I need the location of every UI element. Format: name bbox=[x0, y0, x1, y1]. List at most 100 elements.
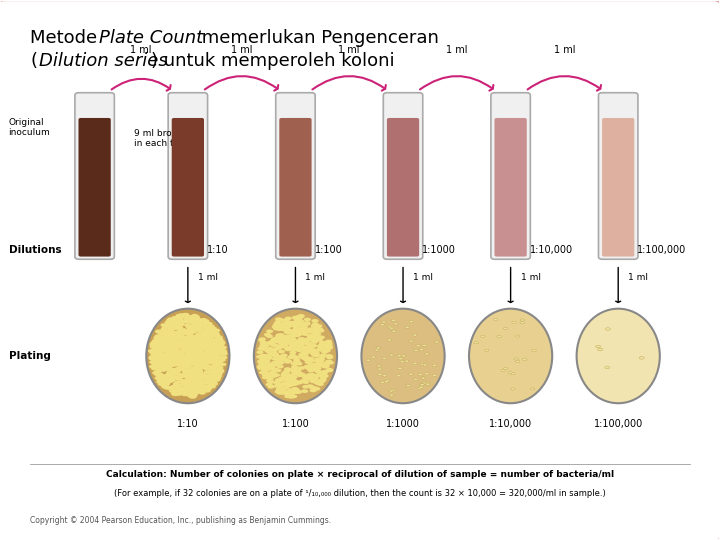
Ellipse shape bbox=[497, 335, 501, 338]
Ellipse shape bbox=[214, 376, 221, 380]
Ellipse shape bbox=[153, 362, 160, 366]
Ellipse shape bbox=[384, 381, 389, 383]
Ellipse shape bbox=[512, 321, 516, 323]
Ellipse shape bbox=[204, 338, 212, 342]
Ellipse shape bbox=[181, 359, 189, 363]
Ellipse shape bbox=[191, 382, 198, 386]
Ellipse shape bbox=[184, 337, 192, 341]
Ellipse shape bbox=[192, 392, 199, 395]
Ellipse shape bbox=[297, 340, 304, 344]
Ellipse shape bbox=[318, 355, 325, 359]
Ellipse shape bbox=[154, 372, 161, 376]
Ellipse shape bbox=[156, 337, 163, 341]
Ellipse shape bbox=[185, 357, 192, 361]
Ellipse shape bbox=[181, 349, 188, 353]
Ellipse shape bbox=[203, 386, 210, 389]
Ellipse shape bbox=[149, 357, 156, 361]
Ellipse shape bbox=[304, 329, 311, 333]
Ellipse shape bbox=[278, 343, 285, 347]
Ellipse shape bbox=[293, 389, 300, 393]
Ellipse shape bbox=[194, 326, 202, 329]
Ellipse shape bbox=[288, 388, 295, 392]
Ellipse shape bbox=[405, 360, 409, 362]
Ellipse shape bbox=[188, 338, 195, 342]
Ellipse shape bbox=[302, 332, 309, 336]
Ellipse shape bbox=[159, 332, 166, 336]
Ellipse shape bbox=[418, 387, 422, 389]
Ellipse shape bbox=[176, 352, 184, 356]
Ellipse shape bbox=[172, 371, 179, 375]
Ellipse shape bbox=[283, 382, 290, 386]
Ellipse shape bbox=[220, 350, 227, 354]
Ellipse shape bbox=[180, 354, 187, 358]
Ellipse shape bbox=[186, 315, 194, 319]
Ellipse shape bbox=[169, 360, 176, 363]
Ellipse shape bbox=[181, 353, 188, 357]
Ellipse shape bbox=[413, 334, 417, 336]
Ellipse shape bbox=[196, 369, 203, 373]
Ellipse shape bbox=[157, 361, 164, 365]
Ellipse shape bbox=[199, 320, 206, 324]
Ellipse shape bbox=[168, 334, 176, 338]
Ellipse shape bbox=[206, 339, 213, 343]
Ellipse shape bbox=[178, 335, 185, 339]
Ellipse shape bbox=[153, 343, 161, 347]
Ellipse shape bbox=[169, 330, 176, 334]
Ellipse shape bbox=[217, 344, 225, 348]
Ellipse shape bbox=[204, 385, 211, 389]
Ellipse shape bbox=[194, 367, 202, 370]
Ellipse shape bbox=[390, 394, 394, 396]
Ellipse shape bbox=[501, 369, 505, 372]
Ellipse shape bbox=[192, 383, 199, 387]
Ellipse shape bbox=[184, 379, 191, 383]
Ellipse shape bbox=[205, 322, 212, 326]
Ellipse shape bbox=[260, 341, 267, 345]
Ellipse shape bbox=[285, 360, 292, 363]
Ellipse shape bbox=[293, 368, 300, 372]
Ellipse shape bbox=[207, 348, 214, 352]
Ellipse shape bbox=[259, 370, 266, 374]
Ellipse shape bbox=[204, 337, 212, 341]
Ellipse shape bbox=[179, 374, 186, 378]
Ellipse shape bbox=[311, 362, 318, 366]
Ellipse shape bbox=[279, 339, 286, 342]
Ellipse shape bbox=[493, 319, 498, 321]
Ellipse shape bbox=[212, 345, 220, 348]
Ellipse shape bbox=[166, 323, 173, 327]
Ellipse shape bbox=[216, 338, 223, 342]
Ellipse shape bbox=[317, 360, 324, 363]
FancyBboxPatch shape bbox=[495, 118, 527, 256]
Ellipse shape bbox=[202, 374, 209, 378]
Ellipse shape bbox=[270, 349, 277, 353]
Ellipse shape bbox=[169, 348, 176, 352]
Ellipse shape bbox=[302, 353, 309, 356]
Ellipse shape bbox=[284, 322, 291, 326]
Ellipse shape bbox=[200, 323, 207, 327]
Ellipse shape bbox=[150, 341, 158, 345]
Ellipse shape bbox=[180, 379, 187, 383]
Ellipse shape bbox=[217, 345, 225, 348]
Ellipse shape bbox=[267, 380, 274, 384]
Ellipse shape bbox=[185, 350, 192, 354]
Ellipse shape bbox=[277, 390, 284, 394]
Ellipse shape bbox=[325, 342, 333, 346]
Ellipse shape bbox=[150, 345, 157, 349]
Ellipse shape bbox=[166, 368, 174, 372]
Ellipse shape bbox=[171, 388, 178, 392]
Ellipse shape bbox=[272, 326, 279, 330]
Text: 1 ml: 1 ml bbox=[413, 273, 433, 282]
Ellipse shape bbox=[191, 384, 198, 388]
Ellipse shape bbox=[291, 362, 298, 366]
Ellipse shape bbox=[182, 381, 189, 384]
Ellipse shape bbox=[290, 379, 297, 382]
Ellipse shape bbox=[287, 379, 294, 383]
Ellipse shape bbox=[216, 348, 223, 352]
Ellipse shape bbox=[481, 335, 485, 338]
Ellipse shape bbox=[291, 389, 298, 393]
Ellipse shape bbox=[170, 337, 177, 341]
Ellipse shape bbox=[175, 330, 182, 334]
Ellipse shape bbox=[175, 389, 182, 393]
Ellipse shape bbox=[323, 363, 330, 367]
Ellipse shape bbox=[266, 341, 274, 345]
Ellipse shape bbox=[318, 379, 325, 382]
